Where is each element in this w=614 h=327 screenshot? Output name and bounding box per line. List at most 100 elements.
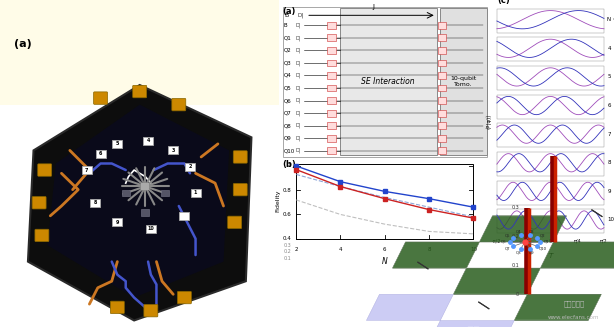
Polygon shape — [453, 268, 540, 294]
Text: B: B — [284, 23, 287, 28]
Bar — [96, 150, 106, 158]
Text: 6: 6 — [607, 103, 611, 108]
Text: Q3: Q3 — [284, 60, 291, 65]
Text: 7: 7 — [607, 132, 611, 137]
Text: 4: 4 — [146, 138, 150, 143]
Text: Q10: Q10 — [538, 246, 547, 250]
Polygon shape — [515, 294, 601, 320]
Bar — [168, 146, 178, 154]
Bar — [438, 97, 446, 104]
Text: Q2: Q2 — [540, 234, 546, 238]
Text: D|: D| — [295, 85, 301, 91]
Bar — [141, 183, 149, 190]
FancyBboxPatch shape — [111, 301, 124, 314]
Bar — [143, 137, 153, 145]
Text: Q7: Q7 — [505, 246, 510, 250]
Bar — [179, 212, 189, 220]
Text: 10: 10 — [470, 247, 477, 252]
Text: 6: 6 — [383, 247, 387, 252]
Bar — [112, 140, 122, 148]
FancyBboxPatch shape — [172, 98, 186, 111]
FancyBboxPatch shape — [177, 291, 192, 304]
Bar — [438, 22, 446, 29]
Text: D|: D| — [298, 12, 304, 18]
Text: Q1: Q1 — [544, 240, 550, 244]
Text: 量子攻城獅: 量子攻城獅 — [563, 301, 585, 307]
Text: 0: 0 — [549, 239, 552, 244]
Text: D|: D| — [295, 98, 301, 103]
Text: Q5: Q5 — [284, 86, 291, 91]
Bar — [438, 135, 446, 142]
Bar — [438, 60, 446, 66]
Bar — [327, 60, 336, 66]
Bar — [497, 9, 604, 33]
Text: 1: 1 — [194, 190, 197, 196]
Polygon shape — [480, 216, 567, 242]
Text: Q2: Q2 — [284, 48, 291, 53]
Text: 4: 4 — [607, 46, 611, 51]
Bar — [438, 47, 446, 54]
Bar — [340, 8, 437, 155]
Bar — [438, 110, 446, 116]
Text: 0.2: 0.2 — [283, 249, 291, 254]
Polygon shape — [392, 242, 480, 268]
Bar — [90, 199, 100, 207]
Bar — [497, 209, 604, 233]
Text: 10: 10 — [607, 217, 614, 222]
Bar — [497, 38, 604, 61]
Text: 1: 1 — [287, 164, 291, 168]
FancyBboxPatch shape — [233, 183, 247, 196]
Bar — [327, 34, 336, 41]
Polygon shape — [28, 85, 252, 320]
Bar — [327, 47, 336, 54]
Bar — [122, 190, 130, 196]
Text: D|: D| — [295, 148, 301, 153]
Text: N = 3: N = 3 — [607, 17, 614, 22]
Text: Q6: Q6 — [500, 240, 506, 244]
Text: SE Interaction: SE Interaction — [361, 77, 415, 86]
Text: 8: 8 — [93, 200, 96, 205]
Text: www.elecfans.com: www.elecfans.com — [548, 316, 600, 320]
Text: (b): (b) — [282, 160, 297, 169]
Bar — [438, 34, 446, 41]
Bar — [497, 66, 604, 90]
Text: Q10: Q10 — [284, 148, 295, 153]
FancyBboxPatch shape — [228, 216, 242, 229]
Text: 0.1: 0.1 — [511, 263, 519, 268]
Text: 0.3: 0.3 — [283, 243, 291, 248]
Polygon shape — [367, 294, 453, 320]
Text: 2: 2 — [188, 164, 192, 169]
Bar — [438, 72, 446, 79]
Text: -π/4: -π/4 — [519, 239, 528, 244]
Bar — [497, 95, 604, 119]
Text: (a): (a) — [282, 7, 296, 16]
Polygon shape — [427, 320, 515, 327]
Bar — [327, 72, 336, 79]
Bar — [497, 181, 604, 205]
Text: D|: D| — [295, 60, 301, 66]
FancyBboxPatch shape — [233, 151, 247, 163]
Text: -π/2: -π/2 — [492, 239, 502, 244]
Text: 0.6: 0.6 — [282, 212, 291, 217]
Text: Q8: Q8 — [516, 250, 521, 254]
Bar — [190, 189, 201, 197]
FancyBboxPatch shape — [93, 92, 107, 104]
Text: 5: 5 — [607, 75, 611, 79]
Text: D|: D| — [295, 35, 301, 41]
Text: 6: 6 — [99, 151, 103, 156]
Bar — [438, 147, 446, 154]
Polygon shape — [47, 105, 229, 298]
Text: Q1: Q1 — [284, 35, 291, 40]
Text: Q9: Q9 — [284, 136, 291, 141]
Polygon shape — [540, 242, 614, 268]
Text: Q9: Q9 — [529, 250, 535, 254]
Text: Q6: Q6 — [284, 98, 291, 103]
Text: B: B — [284, 13, 289, 18]
Text: D|: D| — [295, 135, 301, 141]
Bar — [82, 166, 91, 174]
Text: Q7: Q7 — [284, 111, 291, 115]
Bar — [327, 85, 336, 92]
Bar — [327, 147, 336, 154]
Text: ⟨P(φ)⟩: ⟨P(φ)⟩ — [486, 113, 492, 129]
Text: 10-qubit
Tomo.: 10-qubit Tomo. — [450, 76, 476, 87]
